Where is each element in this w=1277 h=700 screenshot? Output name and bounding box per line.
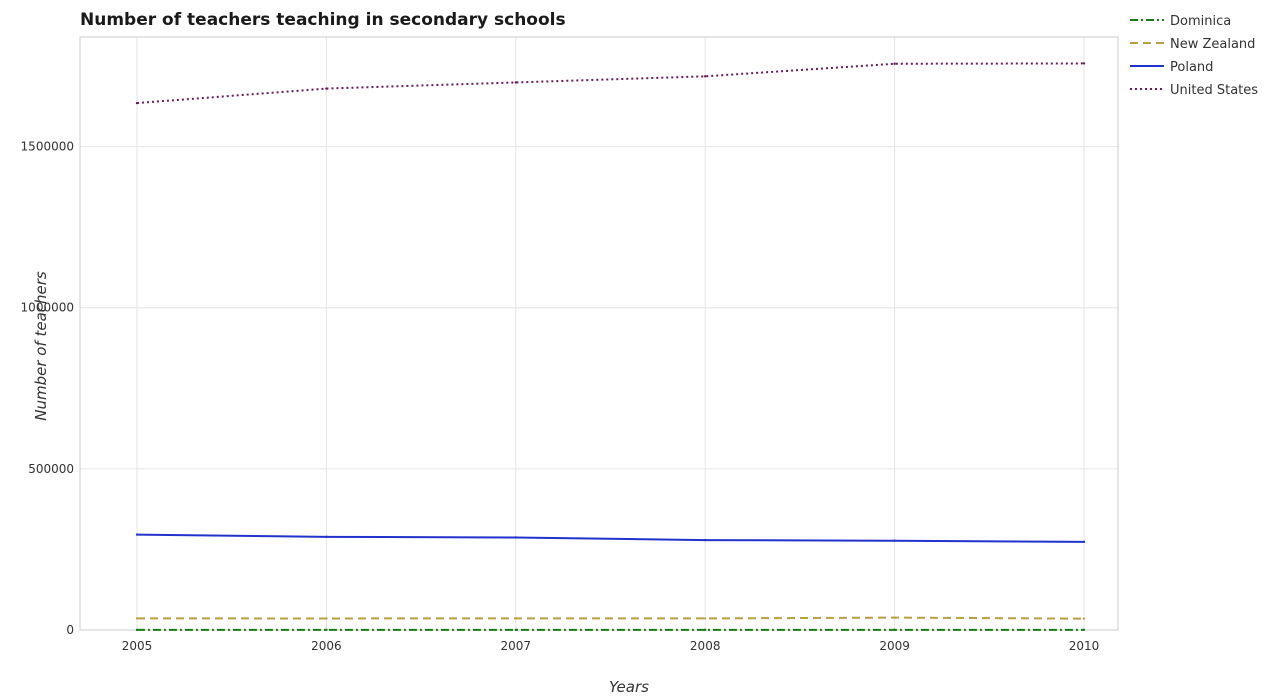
legend-label-dominica: Dominica (1170, 14, 1231, 29)
data-point-united-states (704, 75, 707, 78)
series-line-united-states (136, 62, 1085, 105)
axes: 0 500000 1000000 1500000 2005 2006 2007 2008 200… (21, 36, 1119, 653)
x-tick-label: 2007 (501, 639, 532, 653)
data-point-dominica (704, 628, 707, 632)
data-point-new-zealand (1082, 617, 1086, 620)
data-point-poland (514, 536, 517, 539)
plot-frame (79, 36, 1119, 631)
data-point-united-states (1082, 62, 1086, 65)
data-point-new-zealand (135, 617, 139, 620)
data-point-united-states (514, 81, 517, 84)
grid (80, 37, 1118, 631)
y-tick-label: 1000000 (21, 301, 74, 315)
data-point-dominica (1082, 628, 1086, 632)
data-point-poland (893, 539, 896, 542)
data-point-new-zealand (514, 617, 517, 620)
legend-label-poland: Poland (1170, 60, 1213, 75)
data-point-poland (1082, 540, 1086, 544)
x-tick-label: 2008 (690, 639, 721, 653)
legend: Dominica New Zealand Poland United States (1130, 14, 1258, 98)
data-point-dominica (325, 628, 328, 632)
data-point-dominica (135, 628, 139, 632)
x-tick-label: 2009 (879, 639, 910, 653)
data-point-new-zealand (325, 617, 328, 620)
legend-label-united-states: United States (1170, 83, 1258, 98)
y-tick-label: 1500000 (21, 140, 74, 154)
x-axis-label: Years (609, 678, 649, 696)
data-point-poland (704, 538, 707, 542)
data-point-poland (325, 535, 328, 539)
legend-label-new-zealand: New Zealand (1170, 37, 1255, 52)
chart-title: Number of teachers teaching in secondary… (80, 10, 566, 30)
data-point-new-zealand (893, 616, 896, 619)
data-point-united-states (135, 101, 139, 105)
series (135, 62, 1086, 632)
data-point-dominica (514, 628, 517, 632)
series-line-new-zealand (136, 616, 1085, 620)
y-tick-label: 500000 (28, 462, 74, 476)
x-tick-label: 2005 (122, 639, 153, 653)
x-tick-label: 2006 (311, 639, 342, 653)
data-point-united-states (325, 87, 328, 90)
y-tick-label: 0 (66, 623, 74, 637)
data-point-new-zealand (704, 617, 707, 620)
y-axis-label: Number of teachers (32, 271, 50, 421)
data-point-poland (135, 533, 139, 536)
x-tick-label: 2010 (1069, 639, 1100, 653)
data-point-dominica (893, 628, 896, 632)
series-line-poland (136, 533, 1085, 543)
data-point-united-states (893, 62, 896, 65)
